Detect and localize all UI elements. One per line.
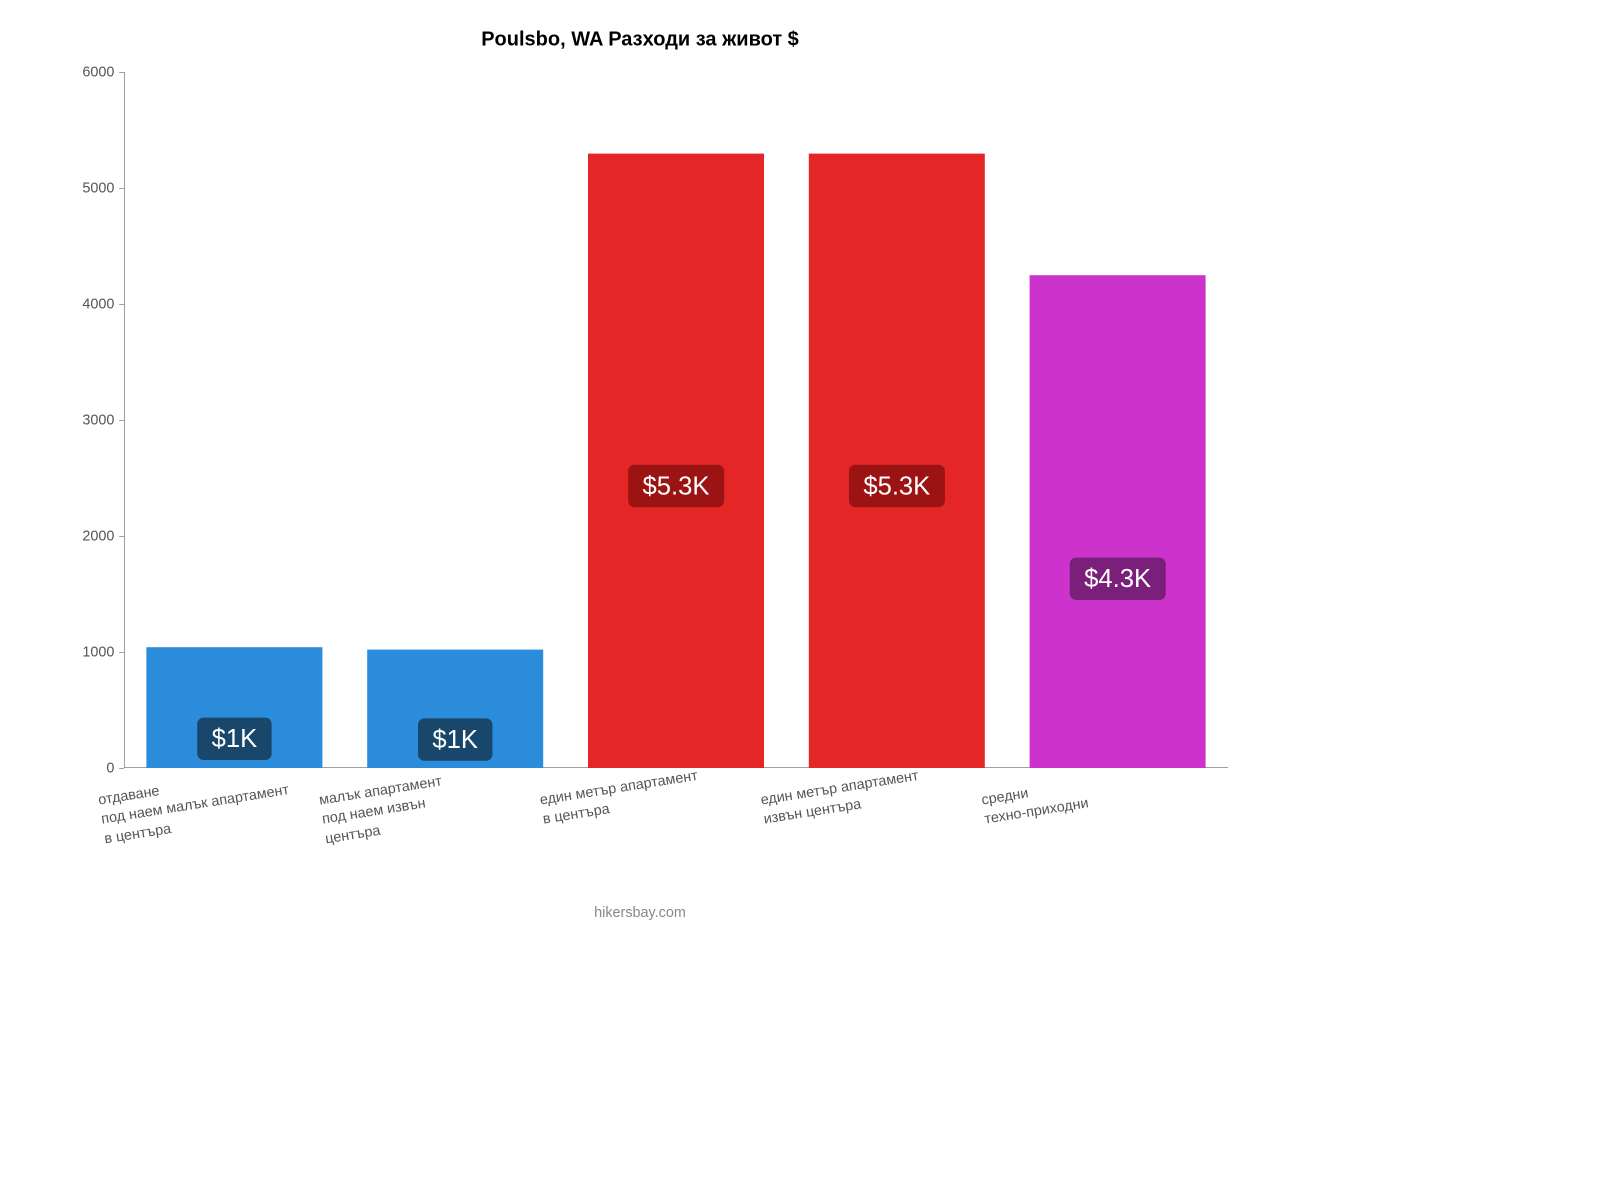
bar: $1K <box>146 647 323 768</box>
x-tick-label: отдаванепод наем малък апартаментв центъ… <box>96 761 293 848</box>
x-tick-label: среднитехно-приходни <box>980 774 1090 829</box>
y-tick-mark <box>119 768 124 769</box>
chart-title: Poulsbo, WA Разходи за живот $ <box>40 16 1240 55</box>
footer-credit: hikersbay.com <box>0 904 1280 921</box>
y-tick-label: 1000 <box>82 644 114 661</box>
y-tick-label: 3000 <box>82 412 114 429</box>
value-badge: $5.3K <box>628 465 724 507</box>
value-badge: $1K <box>418 719 492 761</box>
x-tick-label: един метър апартаментизвън центъра <box>759 765 923 828</box>
bar: $4.3K <box>1029 275 1206 768</box>
bar: $1K <box>367 650 544 768</box>
value-badge: $4.3K <box>1070 558 1166 600</box>
y-tick-label: 4000 <box>82 296 114 313</box>
x-axis-labels: отдаванепод наем малък апартаментв центъ… <box>124 774 1228 902</box>
bars-group: $1K $1K $5.3K $5.3K $4.3K <box>124 72 1228 768</box>
x-tick-label: малък апартаментпод наем извънцентъра <box>317 771 449 848</box>
x-tick-label: един метър апартаментв центъра <box>538 765 702 828</box>
value-badge: $5.3K <box>849 465 945 507</box>
bar: $5.3K <box>588 153 765 768</box>
y-tick-label: 0 <box>106 760 114 777</box>
y-tick-label: 2000 <box>82 528 114 545</box>
y-tick-label: 5000 <box>82 180 114 197</box>
chart-container: Poulsbo, WA Разходи за живот $ 0 1000 2000… <box>40 16 1240 888</box>
plot-area: 0100020003000400050006000 $1K$1K$5.3K$5.… <box>124 72 1228 768</box>
bar: $5.3K <box>808 153 985 768</box>
y-tick-label: 6000 <box>82 64 114 81</box>
value-badge: $1K <box>197 718 271 760</box>
